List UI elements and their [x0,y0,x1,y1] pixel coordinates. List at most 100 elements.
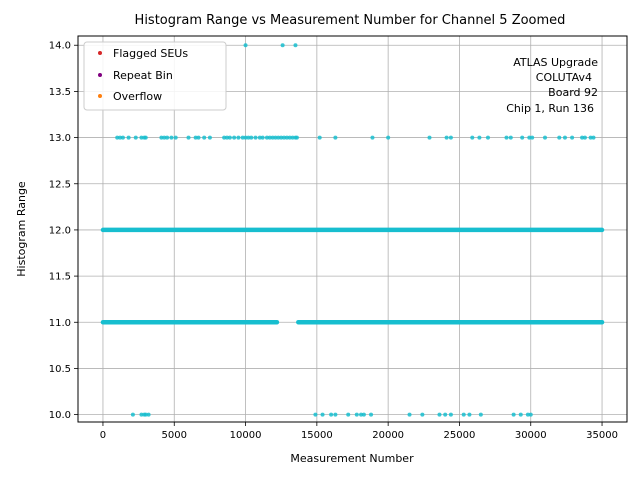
x-tick-label: 15000 [301,430,333,441]
data-point [193,135,198,140]
data-point [508,135,513,140]
data-point [582,135,587,140]
data-point [186,135,191,140]
data-point [249,135,254,140]
data-point [267,135,272,140]
data-point [240,135,245,140]
data-point [284,135,289,140]
data-point [467,412,472,417]
data-point [243,135,248,140]
data-point [169,135,174,140]
data-points [100,43,605,417]
data-point [126,135,131,140]
data-point [246,135,251,140]
y-axis-ticks: 10.0 10.5 11.0 11.5 12.0 12.5 13.0 13.5 14.0 [49,41,78,421]
data-point [448,135,453,140]
legend-label-repeat-bin: Repeat Bin [113,69,173,82]
data-point [139,412,144,417]
data-point [470,135,475,140]
y-tick-label: 11.0 [49,318,71,329]
annotation-box: ATLAS Upgrade COLUTAv4 Board 92 Chip 1, … [506,56,598,115]
data-point [420,412,425,417]
data-point [354,412,359,417]
data-point [207,135,212,140]
data-point [159,135,164,140]
data-point [282,135,287,140]
legend-label-overflow: Overflow [113,90,162,103]
data-point [232,135,237,140]
data-point [530,135,535,140]
y-tick-label: 10.5 [49,364,71,375]
annotation-line-1: ATLAS Upgrade [513,56,598,69]
data-point [133,135,138,140]
data-point [257,135,262,140]
data-point [260,135,265,140]
data-point [557,135,562,140]
data-point [543,135,548,140]
data-point [290,135,295,140]
data-point [591,135,596,140]
data-point [143,135,148,140]
y-axis-label: Histogram Range [15,181,28,277]
data-point [165,135,170,140]
data-point [528,412,533,417]
chart-title: Histogram Range vs Measurement Number fo… [135,13,566,28]
data-point [477,135,482,140]
x-tick-label: 5000 [162,430,187,441]
legend-marker-flagged-seus [98,51,102,55]
data-point [333,412,338,417]
y-tick-label: 11.5 [49,272,71,283]
data-point [386,135,391,140]
data-point [448,412,453,417]
x-tick-label: 20000 [372,430,404,441]
annotation-line-2: COLUTAv4 [536,71,592,84]
data-point [443,412,448,417]
data-point [253,135,258,140]
data-point [264,135,269,140]
y-tick-label: 12.5 [49,179,71,190]
data-point [273,135,278,140]
legend-marker-repeat-bin [98,73,102,77]
data-point [276,135,281,140]
data-point [293,43,298,48]
y-tick-label: 10.0 [49,410,71,421]
data-point [520,135,525,140]
data-point [294,135,299,140]
data-point [120,135,125,140]
data-point [437,412,442,417]
data-point [280,43,285,48]
legend-box [83,41,227,111]
data-point [287,135,292,140]
data-point [222,135,227,140]
x-tick-label: 30000 [515,430,547,441]
data-point [317,135,322,140]
data-point [361,412,366,417]
data-point [196,135,201,140]
x-axis-ticks: 0 5000 10000 15000 20000 25000 30000 35000 [100,422,618,441]
data-point [162,135,167,140]
data-point [143,412,148,417]
legend: Flagged SEUs Repeat Bin Overflow [83,41,227,111]
plot-frame [77,35,628,423]
data-point [427,135,432,140]
data-point [527,135,532,140]
data-point [279,135,284,140]
y-tick-label: 12.0 [49,225,71,236]
data-point [525,412,530,417]
legend-marker-overflow [98,94,102,98]
data-point [407,412,412,417]
x-axis-label: Measurement Number [290,452,414,465]
data-point [130,412,135,417]
data-point [313,412,318,417]
data-point [580,135,585,140]
data-point [588,135,593,140]
x-tick-label: 35000 [586,430,618,441]
data-point [478,412,483,417]
y-tick-label: 14.0 [49,41,71,52]
data-point [370,135,375,140]
data-point [227,135,232,140]
data-point [570,135,575,140]
annotation-line-4: Chip 1, Run 136 [506,102,594,115]
data-point [115,135,120,140]
x-tick-label: 0 [100,430,106,441]
